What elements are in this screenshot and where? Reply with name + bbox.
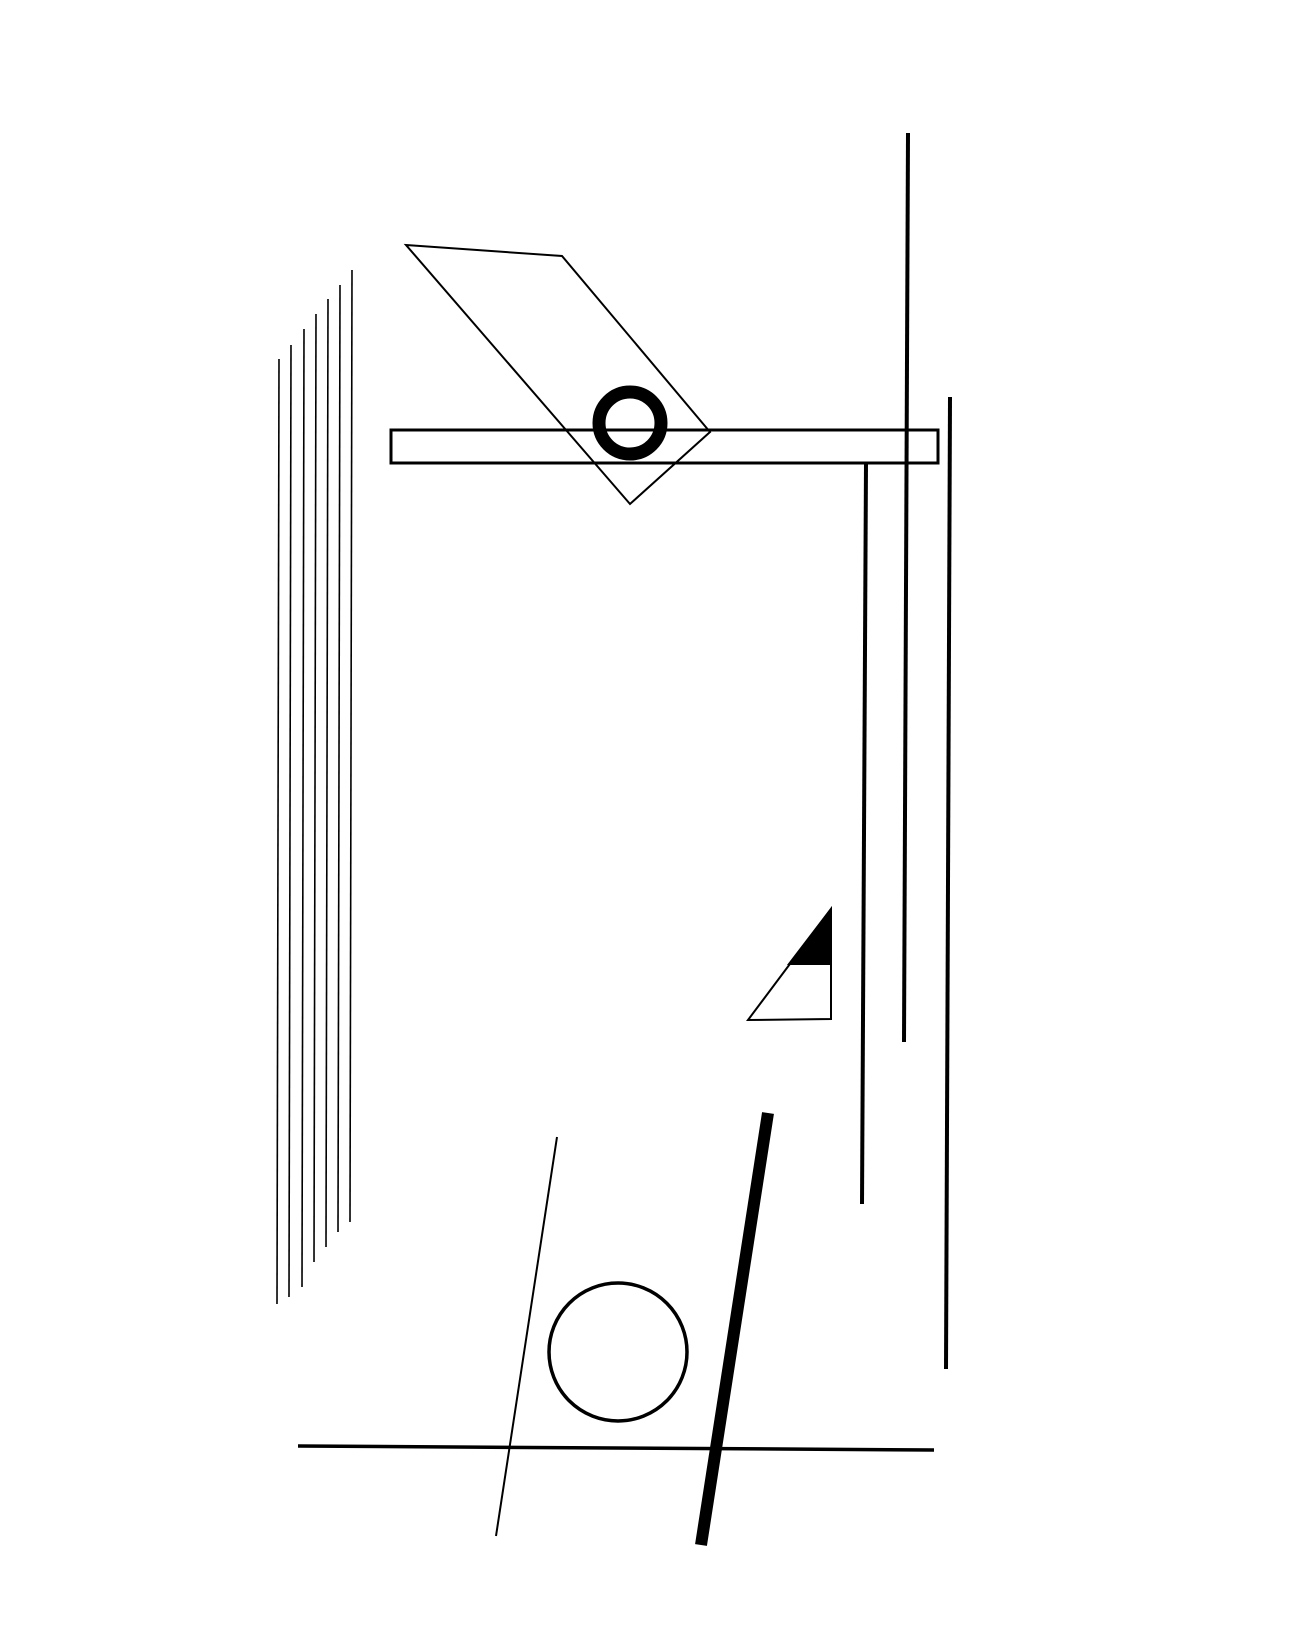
inner-vertical-line: [860, 462, 868, 1205]
thick-diagonal-line: [695, 1112, 774, 1546]
vertical-line: [276, 358, 280, 1305]
vertical-line: [325, 298, 329, 1248]
ring: [592, 385, 668, 461]
vertical-line: [337, 284, 341, 1233]
vertical-line: [313, 313, 317, 1263]
parallelogram: [403, 243, 712, 506]
vertical-line: [288, 344, 292, 1298]
thin-diagonal-line: [495, 1136, 558, 1537]
bottom-horizontal-line: [297, 1444, 935, 1452]
vertical-line: [301, 328, 305, 1288]
right-vertical-line: [944, 396, 952, 1370]
small-triangle: [745, 905, 832, 1022]
vertical-line-group: [276, 269, 353, 1305]
triangle-filled-tip: [786, 906, 832, 965]
vertical-line: [349, 269, 353, 1223]
outlined-circle: [547, 1281, 689, 1423]
tall-vertical-line: [902, 132, 910, 1043]
